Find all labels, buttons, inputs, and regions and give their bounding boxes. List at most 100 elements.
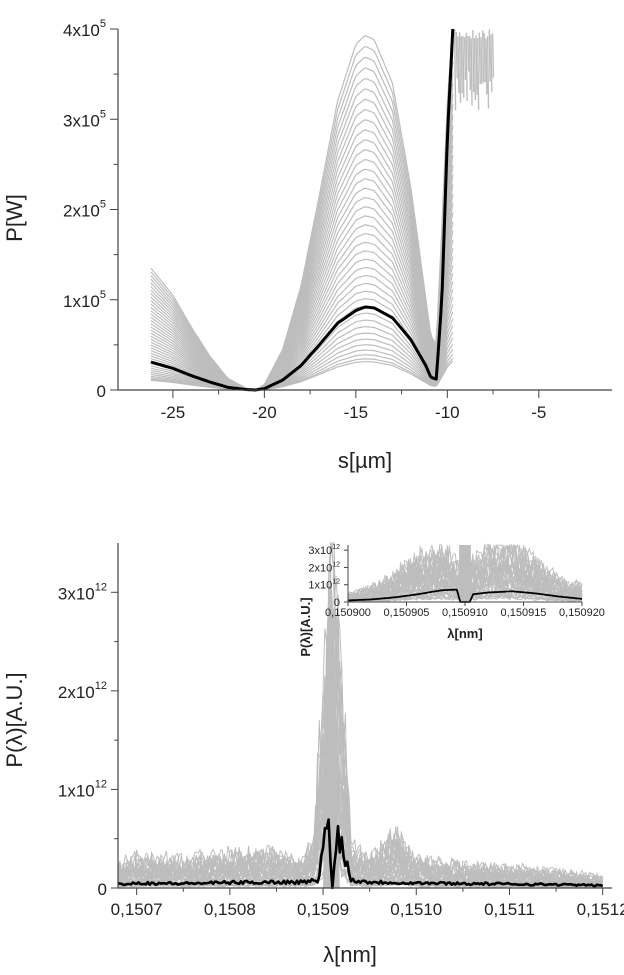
y-tick-label: 0 bbox=[98, 880, 107, 899]
x-tick-label: 0,150915 bbox=[501, 607, 547, 619]
ensemble-line bbox=[150, 28, 454, 391]
ensemble-line bbox=[150, 165, 454, 391]
bottom-y-ticks: 0 1x1012 2x1012 3x1012 bbox=[58, 581, 118, 899]
ensemble-spike bbox=[481, 30, 485, 83]
bottom-chart: 0,1507 0,1508 0,1509 0,1510 0,1511 0,1512 0 1x… bbox=[2, 542, 624, 967]
ensemble-spike bbox=[455, 31, 458, 79]
ensemble-line bbox=[117, 607, 604, 884]
ensemble-line bbox=[150, 343, 454, 391]
inset-gap-fill bbox=[459, 545, 471, 602]
ensemble-line bbox=[150, 61, 454, 391]
top-ensemble-lines bbox=[150, 28, 495, 391]
ensemble-line bbox=[150, 248, 454, 391]
ensemble-spike bbox=[488, 29, 491, 82]
top-mean-line bbox=[150, 28, 455, 392]
ensemble-line bbox=[150, 193, 454, 391]
ensemble-line bbox=[150, 281, 454, 391]
top-x-axis-title: s[µm] bbox=[338, 448, 392, 473]
ensemble-line bbox=[150, 174, 454, 391]
ensemble-spike bbox=[472, 30, 475, 93]
x-tick-label: 0,150920 bbox=[559, 607, 605, 619]
top-y-ticks: 0 1x105 2x105 3x105 4x105 bbox=[63, 18, 118, 401]
ensemble-line bbox=[117, 618, 603, 884]
ensemble-line bbox=[150, 221, 454, 391]
mean-line bbox=[117, 818, 604, 890]
x-tick-label: 0,1511 bbox=[484, 900, 535, 919]
ensemble-line bbox=[150, 114, 454, 391]
ensemble-line bbox=[150, 184, 454, 391]
ensemble-spike bbox=[485, 38, 488, 95]
x-tick-label: -25 bbox=[161, 403, 186, 422]
ensemble-spike bbox=[453, 28, 457, 111]
y-tick-label: 3x1012 bbox=[308, 544, 340, 557]
y-tick-label: 2x105 bbox=[63, 199, 106, 221]
ensemble-line bbox=[150, 256, 454, 391]
x-tick-label: 0,1509 bbox=[297, 900, 349, 919]
bottom-ensemble-lines bbox=[117, 542, 604, 888]
ensemble-spike bbox=[490, 34, 493, 92]
top-x-ticks: -25 -20 -15 -10 -5 bbox=[161, 390, 546, 422]
y-tick-label: 1x105 bbox=[63, 289, 106, 311]
ensemble-spike bbox=[480, 37, 483, 84]
ensemble-line bbox=[150, 50, 454, 391]
bottom-axes bbox=[117, 543, 612, 889]
x-tick-label: 0,150900 bbox=[325, 607, 371, 619]
x-tick-label: 0,1512 bbox=[577, 900, 624, 919]
ensemble-line bbox=[150, 318, 454, 391]
ensemble-spike bbox=[475, 35, 478, 95]
ensemble-line bbox=[150, 93, 454, 391]
ensemble-line bbox=[117, 542, 604, 883]
x-tick-label: 0,150910 bbox=[442, 607, 488, 619]
ensemble-spike bbox=[460, 36, 463, 94]
x-tick-label: 0,1510 bbox=[390, 900, 442, 919]
ensemble-line bbox=[150, 331, 454, 391]
ensemble-line bbox=[117, 689, 604, 887]
ensemble-line bbox=[117, 612, 604, 885]
ensemble-line bbox=[150, 83, 454, 391]
ensemble-line bbox=[150, 265, 454, 391]
ensemble-line bbox=[150, 337, 454, 391]
y-tick-label: 3x105 bbox=[63, 108, 106, 130]
ensemble-spike bbox=[458, 32, 462, 103]
ensemble-line bbox=[150, 289, 454, 391]
ensemble-spike bbox=[463, 37, 467, 80]
ensemble-spike bbox=[467, 35, 470, 72]
ensemble-line bbox=[117, 705, 603, 886]
bottom-x-axis-title: λ[nm] bbox=[323, 942, 377, 967]
ensemble-spike bbox=[468, 35, 472, 91]
ensemble-spike bbox=[478, 32, 481, 85]
ensemble-spike bbox=[457, 36, 460, 93]
ensemble-line bbox=[150, 72, 454, 391]
ensemble-spike bbox=[465, 32, 468, 101]
ensemble-line bbox=[150, 325, 454, 391]
ensemble-line bbox=[150, 273, 454, 391]
y-tick-label: 0 bbox=[334, 597, 340, 609]
y-tick-label: 2x1012 bbox=[58, 680, 107, 702]
inset-chart: 0,150900 0,150905 0,150910 0,150915 0,150920… bbox=[298, 543, 605, 657]
x-tick-label: 0,150905 bbox=[384, 607, 430, 619]
inset-y-axis-title: P(λ)[A.U.] bbox=[298, 597, 313, 656]
x-tick-label: -10 bbox=[435, 403, 460, 422]
ensemble-line bbox=[150, 135, 454, 391]
ensemble-spike bbox=[473, 38, 477, 100]
y-tick-label: 1x1012 bbox=[308, 579, 340, 592]
mean-line bbox=[150, 28, 455, 392]
y-tick-label: 1x1012 bbox=[58, 778, 107, 800]
inset-x-axis-title: λ[nm] bbox=[447, 626, 482, 641]
ensemble-line bbox=[117, 542, 604, 883]
ensemble-line bbox=[150, 39, 454, 391]
ensemble-line bbox=[150, 239, 454, 391]
x-tick-label: 0,1508 bbox=[204, 900, 256, 919]
x-tick-label: -20 bbox=[252, 403, 277, 422]
inset-x-ticks: 0,150900 0,150905 0,150910 0,150915 0,150920 bbox=[325, 602, 605, 619]
bottom-mean-line bbox=[117, 818, 604, 890]
ensemble-line bbox=[150, 203, 454, 391]
ensemble-spike bbox=[491, 33, 495, 78]
ensemble-line bbox=[117, 554, 604, 884]
x-tick-label: -5 bbox=[531, 403, 546, 422]
y-tick-label: 4x105 bbox=[63, 18, 106, 40]
ensemble-spike bbox=[470, 38, 473, 106]
ensemble-line bbox=[150, 155, 454, 391]
inset-y-ticks: 0 1x1012 2x1012 3x1012 bbox=[308, 544, 348, 609]
